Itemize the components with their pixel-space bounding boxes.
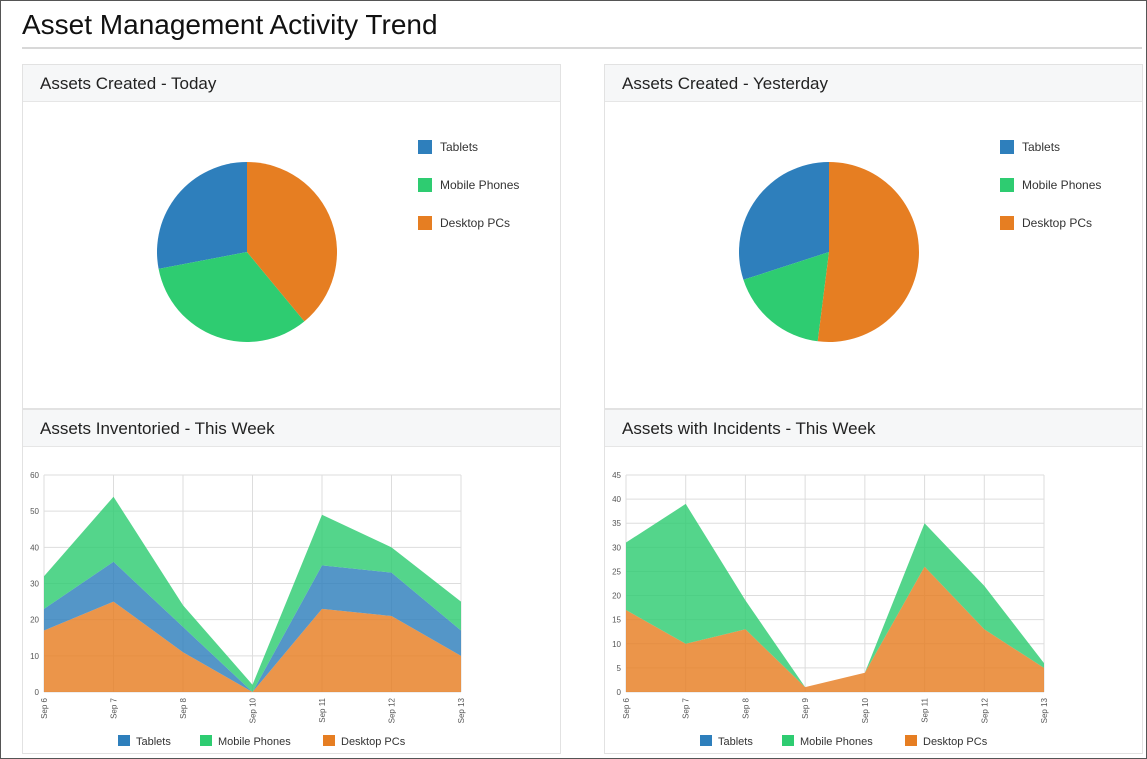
- legend-label-desktop-pcs[interactable]: Desktop PCs: [1022, 216, 1092, 230]
- y-tick-label: 0: [35, 688, 40, 697]
- legend-label-tablets[interactable]: Tablets: [1022, 140, 1060, 154]
- y-tick-label: 50: [30, 507, 39, 516]
- area-series-tablets[interactable]: [44, 561, 461, 692]
- page-title: Asset Management Activity Trend: [22, 9, 438, 40]
- y-tick-label: 10: [612, 640, 621, 649]
- legend-label-tablets[interactable]: Tablets: [440, 140, 478, 154]
- legend-swatch-tablets: [1000, 140, 1014, 154]
- panel-assets-inventoried-week: Assets Inventoried - This Week 0 10 20 30 40…: [22, 409, 561, 754]
- x-tick-label: Sep 11: [921, 697, 930, 722]
- legend-swatch-tablets: [700, 735, 712, 746]
- legend-label-tablets[interactable]: Tablets: [136, 736, 171, 748]
- pie-slice-mobile-phones[interactable]: [158, 252, 305, 342]
- y-tick-label: 10: [30, 652, 39, 661]
- y-tick-label: 40: [30, 543, 39, 552]
- x-tick-label: Sep 6: [40, 697, 49, 718]
- legend-label-mobile-phones[interactable]: Mobile Phones: [800, 736, 873, 748]
- panel-title: Assets Created - Today: [23, 65, 560, 102]
- legend-label-desktop-pcs[interactable]: Desktop PCs: [341, 736, 406, 748]
- panel-title: Assets with Incidents - This Week: [605, 410, 1142, 447]
- legend-label-mobile-phones[interactable]: Mobile Phones: [440, 178, 519, 192]
- area-series-mobile-phones[interactable]: [44, 496, 461, 692]
- y-tick-label: 40: [612, 495, 621, 504]
- panel-title: Assets Inventoried - This Week: [23, 410, 560, 447]
- panel-assets-incidents-week: Assets with Incidents - This Week 0 5 10 15…: [604, 409, 1143, 754]
- pie-chart-yesterday: Tablets Mobile Phones Desktop PCs: [739, 140, 1101, 342]
- y-tick-label: 60: [30, 471, 39, 480]
- x-tick-label: Sep 12: [980, 697, 989, 723]
- area-series-desktop-pcs[interactable]: [44, 601, 461, 692]
- y-tick-label: 0: [617, 688, 622, 697]
- y-tick-label: 15: [612, 616, 621, 625]
- title-divider: [22, 47, 1142, 49]
- pie-slice-tablets[interactable]: [739, 162, 829, 280]
- x-tick-label: Sep 13: [1040, 697, 1049, 723]
- legend-swatch-mobile-phones: [1000, 178, 1014, 192]
- legend-swatch-tablets: [418, 140, 432, 154]
- panel-assets-created-today: Assets Created - Today Tablets Mobile Pho…: [22, 64, 561, 409]
- legend-swatch-mobile-phones: [418, 178, 432, 192]
- y-tick-label: 20: [30, 616, 39, 625]
- pie-slice-desktop-pcs[interactable]: [247, 162, 338, 322]
- pie-slice-tablets[interactable]: [156, 162, 247, 269]
- x-tick-label: Sep 7: [682, 697, 691, 718]
- area-chart-inventoried: 0 10 20 30 40 50 60 Sep 6 Sep 7 Sep 8 Sep 10 Sep 11…: [30, 471, 466, 748]
- legend-swatch-tablets: [118, 735, 130, 746]
- x-tick-label: Sep 13: [457, 697, 466, 723]
- x-tick-label: Sep 10: [249, 697, 258, 723]
- y-tick-label: 30: [612, 543, 621, 552]
- legend-swatch-desktop-pcs: [418, 216, 432, 230]
- panel-assets-created-yesterday: Assets Created - Yesterday Tablets Mobile…: [604, 64, 1143, 409]
- legend-swatch-mobile-phones: [200, 735, 212, 746]
- legend-label-desktop-pcs[interactable]: Desktop PCs: [923, 736, 988, 748]
- y-tick-label: 45: [612, 471, 621, 480]
- legend-swatch-desktop-pcs: [1000, 216, 1014, 230]
- legend-swatch-desktop-pcs: [323, 735, 335, 746]
- legend-label-tablets[interactable]: Tablets: [718, 736, 753, 748]
- y-tick-label: 35: [612, 519, 621, 528]
- y-tick-label: 25: [612, 567, 621, 576]
- legend-label-desktop-pcs[interactable]: Desktop PCs: [440, 216, 510, 230]
- legend-label-mobile-phones[interactable]: Mobile Phones: [1022, 178, 1101, 192]
- pie-slice-mobile-phones[interactable]: [743, 252, 829, 342]
- pie-chart-today: Tablets Mobile Phones Desktop PCs: [156, 140, 519, 342]
- y-tick-label: 30: [30, 580, 39, 589]
- x-tick-label: Sep 11: [318, 697, 327, 722]
- x-tick-label: Sep 9: [801, 697, 810, 718]
- y-tick-label: 5: [617, 664, 622, 673]
- x-tick-label: Sep 7: [110, 697, 119, 718]
- legend-label-mobile-phones[interactable]: Mobile Phones: [218, 736, 291, 748]
- legend-swatch-desktop-pcs: [905, 735, 917, 746]
- x-tick-label: Sep 8: [741, 697, 750, 718]
- x-tick-label: Sep 12: [388, 697, 397, 723]
- area-series-mobile-phones[interactable]: [626, 503, 1044, 688]
- area-chart-incidents: 0 5 10 15 20 25 30 35 40 45 Sep 6 Sep 7 Sep 8 Sep 9 Se…: [612, 471, 1049, 748]
- x-tick-label: Sep 10: [861, 697, 870, 723]
- panel-title: Assets Created - Yesterday: [605, 65, 1142, 102]
- pie-slice-desktop-pcs[interactable]: [817, 162, 920, 342]
- area-series-desktop-pcs[interactable]: [626, 566, 1044, 692]
- x-tick-label: Sep 6: [622, 697, 631, 718]
- legend-swatch-mobile-phones: [782, 735, 794, 746]
- y-tick-label: 20: [612, 592, 621, 601]
- x-tick-label: Sep 8: [179, 697, 188, 718]
